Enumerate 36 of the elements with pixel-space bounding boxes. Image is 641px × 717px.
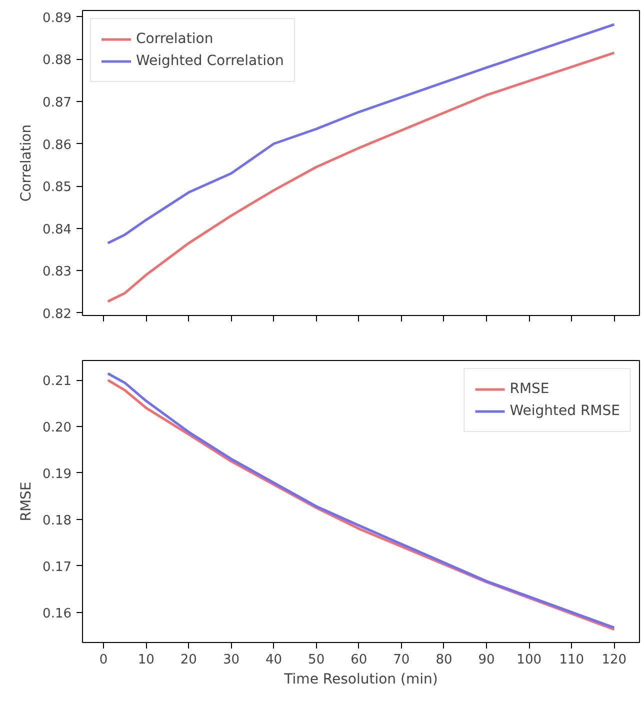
x-tick-label: 90 [478,652,495,668]
y-tick-label: 0.21 [42,374,72,390]
legend-label: Weighted RMSE [510,403,620,419]
x-axis-title: Time Resolution (min) [283,672,438,688]
x-tick-label: 80 [436,652,452,668]
x-tick-label: 30 [222,652,240,668]
y-tick-label: 0.17 [42,560,72,575]
x-tick-label: 20 [180,652,197,668]
x-tick-label: 120 [602,652,627,668]
x-tick-label: 10 [138,652,154,668]
legend-label: Correlation [136,31,214,47]
y-axis-title: RMSE [18,482,35,522]
line-series [106,23,616,244]
y-tick-label: 0.85 [42,180,72,196]
line-series [106,52,616,303]
x-tick-label: 70 [393,652,410,668]
y-tick-label: 0.18 [42,513,72,528]
x-tick-label: 100 [516,652,542,668]
x-tick-label: 50 [308,652,325,668]
y-tick-label: 0.84 [42,222,72,238]
x-tick-label: 60 [350,652,368,668]
x-tick-label: 110 [559,652,584,668]
x-tick-label: 0 [99,652,108,668]
y-tick-label: 0.20 [42,420,72,436]
y-tick-label: 0.87 [42,95,72,110]
y-tick-label: 0.16 [42,606,72,622]
y-tick-label: 0.83 [42,264,72,280]
y-tick-label: 0.82 [42,306,72,322]
y-tick-label: 0.86 [42,138,72,153]
x-tick-label: 40 [266,652,282,668]
y-tick-label: 0.88 [42,53,72,68]
legend-label: RMSE [510,381,550,397]
legend-label: Weighted Correlation [136,53,284,69]
y-axis-title: Correlation [18,124,35,202]
y-tick-label: 0.89 [42,10,72,26]
y-tick-label: 0.19 [42,466,72,482]
